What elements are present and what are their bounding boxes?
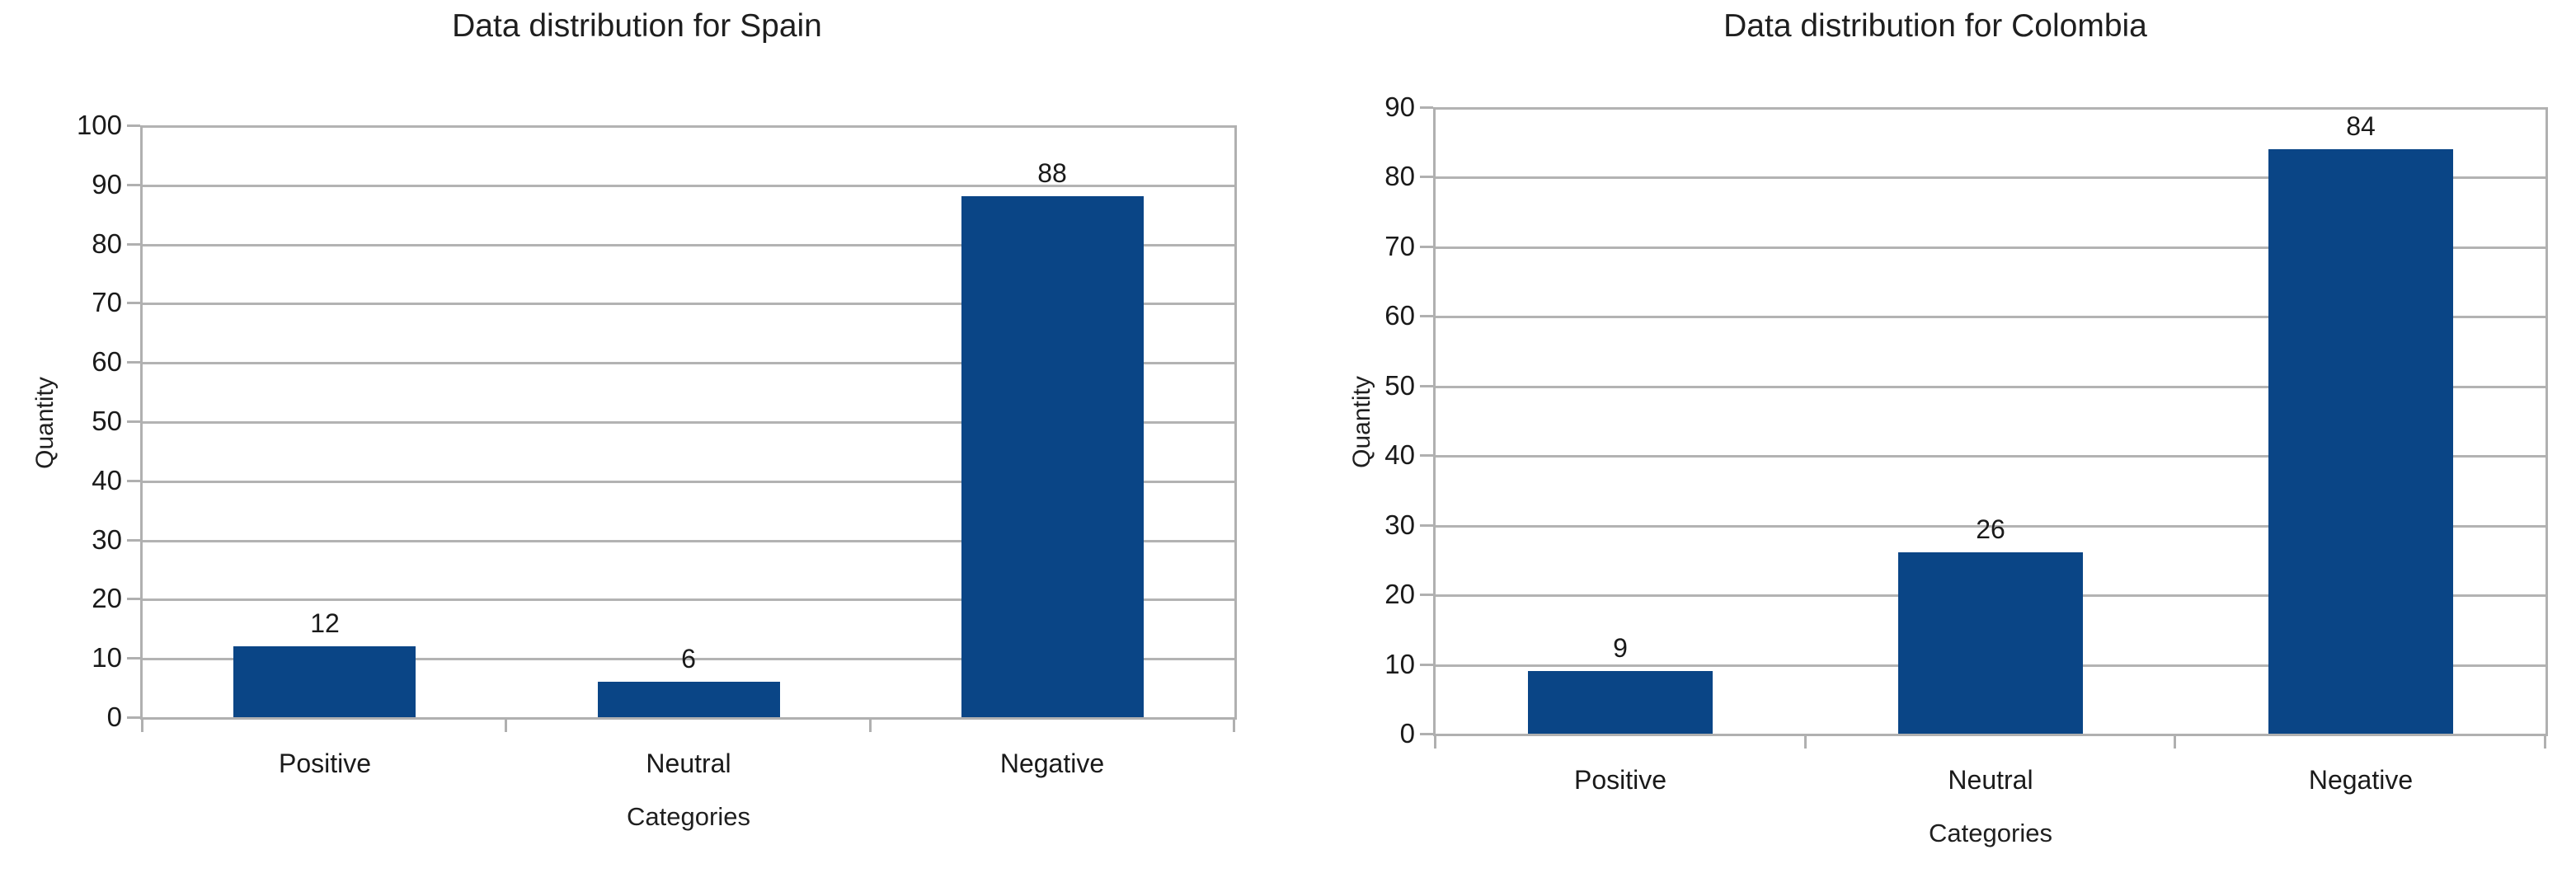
y-tick-label: 80	[1384, 161, 1415, 191]
gridline	[143, 244, 1234, 246]
y-tick-label: 50	[92, 406, 122, 436]
gridline	[1436, 455, 2545, 458]
x-tick-mark	[141, 720, 143, 732]
y-tick-mark	[127, 657, 140, 659]
gridline	[1436, 107, 2545, 110]
bar-positive	[1528, 671, 1713, 734]
chart-title: Data distribution for Colombia	[1723, 8, 2147, 44]
y-tick-label: 50	[1384, 370, 1415, 401]
y-tick-mark	[1420, 454, 1433, 457]
gridline	[143, 362, 1234, 364]
x-category-label: Positive	[278, 749, 372, 778]
y-tick-mark	[127, 302, 140, 304]
y-tick-label: 0	[106, 702, 122, 732]
y-tick-mark	[127, 243, 140, 246]
y-tick-label: 60	[1384, 300, 1415, 331]
y-tick-label: 20	[1384, 579, 1415, 609]
y-tick-mark	[127, 598, 140, 600]
x-tick-mark	[505, 720, 507, 732]
y-tick-label: 20	[92, 583, 122, 613]
x-tick-mark	[1434, 736, 1436, 749]
y-tick-label: 60	[92, 346, 122, 377]
y-tick-mark	[127, 361, 140, 364]
x-category-label: Negative	[999, 749, 1105, 778]
y-tick-mark	[1420, 246, 1433, 248]
gridline	[1436, 176, 2545, 179]
y-tick-mark	[1420, 106, 1433, 109]
y-tick-mark	[1420, 315, 1433, 317]
y-tick-label: 30	[92, 524, 122, 555]
y-tick-label: 10	[1384, 649, 1415, 679]
bar-value-label: 6	[681, 644, 696, 674]
y-tick-mark	[1420, 594, 1433, 596]
y-tick-mark	[127, 184, 140, 186]
gridline	[143, 421, 1234, 424]
y-tick-label: 90	[92, 169, 122, 199]
x-category-label: Neutral	[646, 749, 731, 778]
y-tick-label: 90	[1384, 92, 1415, 122]
bar-value-label: 9	[1613, 633, 1628, 663]
y-tick-mark	[127, 716, 140, 719]
x-tick-mark	[869, 720, 872, 732]
y-tick-label: 40	[92, 465, 122, 495]
y-tick-mark	[1420, 176, 1433, 178]
gridline	[143, 185, 1234, 187]
gridline	[1436, 246, 2545, 249]
x-tick-mark	[1804, 736, 1807, 749]
x-category-label: Positive	[1573, 765, 1667, 795]
x-tick-mark	[2174, 736, 2176, 749]
chart-colombia: Data distribution for Colombia Quantity …	[1295, 0, 2576, 873]
gridline	[1436, 525, 2545, 528]
y-tick-label: 30	[1384, 509, 1415, 540]
gridline	[143, 125, 1234, 128]
y-tick-label: 40	[1384, 439, 1415, 470]
bar-positive	[233, 646, 416, 717]
chart-title: Data distribution for Spain	[452, 8, 822, 44]
x-tick-mark	[2544, 736, 2546, 749]
x-axis-title: Categories	[1929, 819, 2052, 847]
y-tick-label: 70	[92, 287, 122, 317]
y-tick-mark	[1420, 524, 1433, 527]
bar-neutral	[1898, 552, 2083, 734]
y-tick-mark	[127, 480, 140, 482]
bar-negative	[961, 196, 1144, 717]
bar-neutral	[598, 682, 780, 717]
x-axis-title: Categories	[627, 802, 750, 831]
x-tick-mark	[1233, 720, 1235, 732]
y-tick-mark	[1420, 385, 1433, 387]
y-tick-label: 80	[92, 228, 122, 259]
gridline	[143, 303, 1234, 305]
y-tick-label: 0	[1399, 718, 1415, 749]
y-tick-mark	[127, 539, 140, 542]
y-tick-label: 100	[76, 110, 122, 140]
gridline	[143, 658, 1234, 660]
gridline	[1436, 316, 2545, 318]
y-tick-mark	[1420, 664, 1433, 666]
y-tick-label: 10	[92, 642, 122, 673]
gridline	[1436, 386, 2545, 388]
bar-value-label: 12	[310, 608, 340, 638]
x-category-label: Neutral	[1948, 765, 2033, 795]
gridline	[143, 481, 1234, 483]
plot-area: 12 6 88	[140, 125, 1237, 720]
gridline	[143, 540, 1234, 542]
bar-value-label: 88	[1037, 158, 1067, 188]
gridline	[143, 598, 1234, 601]
bar-value-label: 84	[2346, 111, 2376, 141]
plot-area: 9 26 84	[1433, 107, 2548, 736]
y-tick-mark	[127, 124, 140, 127]
chart-spain: Data distribution for Spain Quantity 12 6…	[0, 0, 1274, 873]
y-tick-label: 70	[1384, 231, 1415, 261]
x-category-label: Negative	[2308, 765, 2414, 795]
y-tick-mark	[127, 420, 140, 423]
bar-value-label: 26	[1976, 514, 2005, 544]
bar-negative	[2268, 149, 2453, 734]
y-tick-mark	[1420, 733, 1433, 735]
